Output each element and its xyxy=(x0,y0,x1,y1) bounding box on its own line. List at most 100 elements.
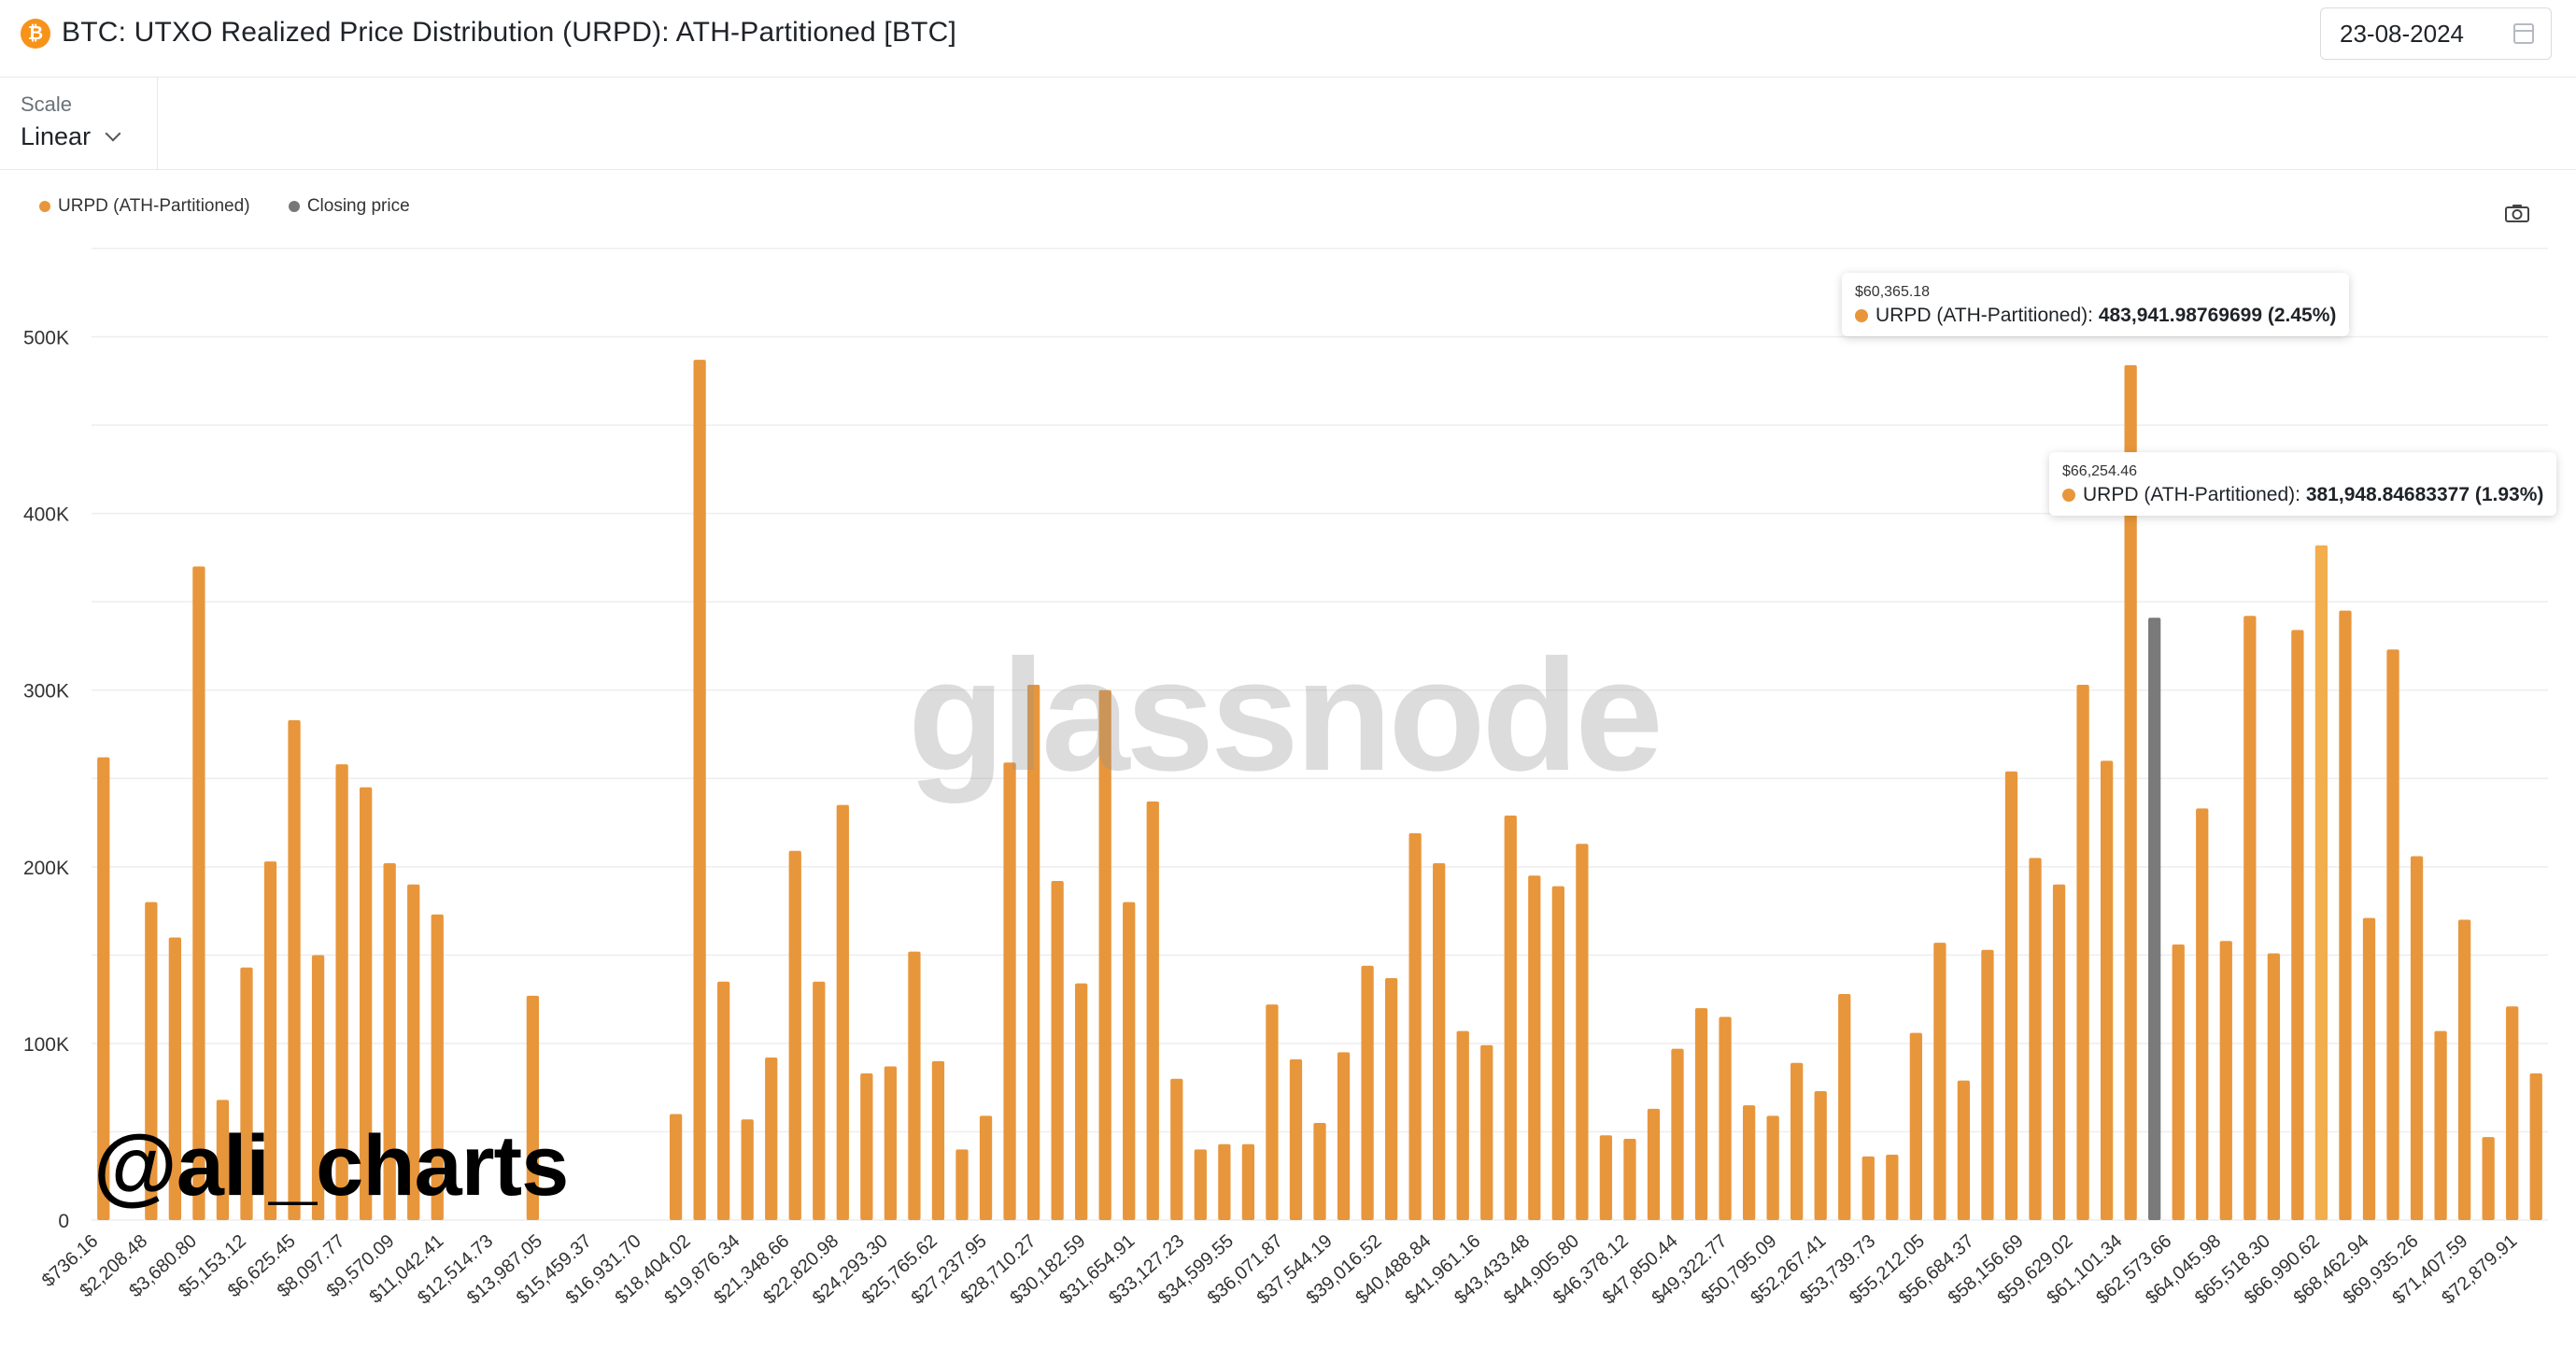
urpd-bar[interactable] xyxy=(1623,1139,1636,1220)
camera-icon[interactable] xyxy=(2505,204,2529,222)
urpd-bar[interactable] xyxy=(1433,863,1446,1220)
urpd-bar[interactable] xyxy=(2004,771,2018,1220)
urpd-bar[interactable] xyxy=(1981,949,1994,1220)
urpd-bar[interactable] xyxy=(1289,1058,1303,1220)
urpd-bar[interactable] xyxy=(1838,993,1851,1220)
urpd-bar[interactable] xyxy=(1551,886,1564,1220)
urpd-bar[interactable] xyxy=(931,1060,945,1220)
urpd-bar[interactable] xyxy=(2314,545,2328,1220)
urpd-bar[interactable] xyxy=(1384,977,1398,1220)
urpd-bar[interactable] xyxy=(2386,649,2399,1220)
urpd-bar[interactable] xyxy=(1861,1156,1875,1220)
urpd-bar[interactable] xyxy=(1218,1143,1231,1220)
urpd-bar[interactable] xyxy=(1123,902,1136,1220)
urpd-bar[interactable] xyxy=(263,861,277,1220)
urpd-bar[interactable] xyxy=(2172,944,2185,1220)
urpd-bar[interactable] xyxy=(1694,1008,1708,1220)
urpd-bar[interactable] xyxy=(1337,1052,1351,1220)
urpd-bar[interactable] xyxy=(2410,856,2424,1220)
urpd-bar[interactable] xyxy=(2529,1073,2542,1220)
urpd-bar[interactable] xyxy=(2219,941,2232,1220)
urpd-bar[interactable] xyxy=(97,757,110,1220)
urpd-bar[interactable] xyxy=(741,1119,754,1220)
urpd-bar[interactable] xyxy=(145,902,158,1220)
urpd-bar[interactable] xyxy=(1766,1115,1779,1220)
urpd-bar[interactable] xyxy=(1528,875,1541,1220)
urpd-bar[interactable] xyxy=(2052,884,2066,1220)
urpd-bar[interactable] xyxy=(1266,1004,1279,1220)
urpd-bar[interactable] xyxy=(1051,880,1064,1220)
urpd-bar[interactable] xyxy=(311,955,325,1220)
urpd-bar[interactable] xyxy=(1719,1016,1732,1220)
urpd-bar[interactable] xyxy=(1098,689,1111,1220)
urpd-bar[interactable] xyxy=(1647,1108,1661,1220)
urpd-bar[interactable] xyxy=(955,1149,969,1220)
urpd-bar[interactable] xyxy=(1241,1143,1255,1220)
urpd-bar[interactable] xyxy=(1742,1105,1756,1220)
urpd-bar[interactable] xyxy=(407,884,420,1220)
urpd-bar[interactable] xyxy=(1957,1080,1971,1220)
urpd-bar[interactable] xyxy=(1790,1062,1804,1220)
urpd-bar[interactable] xyxy=(717,981,730,1220)
urpd-bar[interactable] xyxy=(1408,832,1422,1220)
urpd-bar[interactable] xyxy=(836,804,849,1220)
urpd-bar[interactable] xyxy=(908,951,921,1220)
urpd-bar[interactable] xyxy=(240,967,253,1220)
urpd-bar[interactable] xyxy=(1576,844,1589,1220)
urpd-bar[interactable] xyxy=(360,787,373,1220)
urpd-bar[interactable] xyxy=(1504,815,1517,1220)
urpd-bar[interactable] xyxy=(2362,917,2376,1220)
legend-item-urpd[interactable]: URPD (ATH-Partitioned) xyxy=(39,196,250,217)
urpd-bar[interactable] xyxy=(168,937,182,1220)
urpd-bar[interactable] xyxy=(1909,1032,1922,1220)
urpd-bar[interactable] xyxy=(383,863,396,1220)
urpd-bar[interactable] xyxy=(192,566,205,1220)
urpd-bar[interactable] xyxy=(1933,943,1946,1220)
urpd-bar[interactable] xyxy=(2339,610,2352,1220)
urpd-bar[interactable] xyxy=(216,1100,230,1220)
urpd-bar[interactable] xyxy=(1003,762,1016,1220)
urpd-bar[interactable] xyxy=(813,981,826,1220)
urpd-bar[interactable] xyxy=(860,1073,873,1220)
urpd-bar[interactable] xyxy=(526,995,540,1220)
urpd-bar[interactable] xyxy=(2100,760,2114,1220)
urpd-bar[interactable] xyxy=(2076,685,2089,1220)
urpd-bar[interactable] xyxy=(1886,1155,1899,1220)
urpd-bar[interactable] xyxy=(2506,1006,2519,1220)
urpd-bar[interactable] xyxy=(2457,919,2471,1220)
urpd-bar[interactable] xyxy=(2029,858,2042,1220)
urpd-bar[interactable] xyxy=(2267,953,2280,1220)
urpd-bar[interactable] xyxy=(669,1114,683,1220)
urpd-bar[interactable] xyxy=(1313,1123,1326,1220)
urpd-bar[interactable] xyxy=(2243,616,2257,1220)
date-picker[interactable]: 23-08-2024 xyxy=(2320,7,2552,60)
urpd-bar[interactable] xyxy=(288,719,301,1220)
closing-price-bar[interactable] xyxy=(2148,618,2161,1220)
urpd-bar[interactable] xyxy=(1814,1090,1827,1220)
urpd-bar[interactable] xyxy=(1480,1044,1493,1220)
urpd-bar[interactable] xyxy=(1456,1030,1469,1220)
urpd-bar[interactable] xyxy=(693,360,706,1220)
urpd-bar[interactable] xyxy=(2124,364,2137,1220)
calendar-icon[interactable] xyxy=(2513,23,2534,44)
urpd-bar[interactable] xyxy=(2196,808,2209,1220)
urpd-bar[interactable] xyxy=(2291,630,2304,1220)
urpd-bar[interactable] xyxy=(431,914,444,1220)
urpd-bar[interactable] xyxy=(2434,1030,2447,1220)
legend-item-closing-price[interactable]: Closing price xyxy=(288,196,410,217)
urpd-bar[interactable] xyxy=(1361,965,1374,1220)
urpd-bar[interactable] xyxy=(765,1058,778,1220)
urpd-bar[interactable] xyxy=(1026,685,1040,1220)
urpd-bar[interactable] xyxy=(788,850,801,1220)
urpd-bar[interactable] xyxy=(1671,1048,1684,1220)
urpd-bar[interactable] xyxy=(884,1066,898,1220)
urpd-bar[interactable] xyxy=(1170,1078,1183,1220)
urpd-bar[interactable] xyxy=(335,764,348,1220)
urpd-bar[interactable] xyxy=(1194,1149,1207,1220)
scale-dropdown[interactable]: Linear xyxy=(21,122,121,151)
urpd-bar[interactable] xyxy=(1599,1135,1613,1220)
urpd-bar[interactable] xyxy=(2482,1137,2495,1220)
urpd-bar[interactable] xyxy=(1075,983,1088,1220)
urpd-bar[interactable] xyxy=(979,1115,993,1220)
urpd-bar[interactable] xyxy=(1146,801,1159,1220)
